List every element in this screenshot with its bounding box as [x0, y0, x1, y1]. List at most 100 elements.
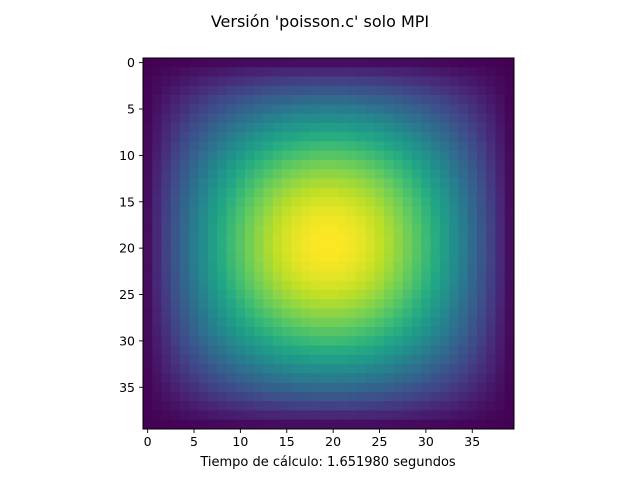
heatmap-cell [476, 197, 487, 207]
heatmap-cell [319, 95, 329, 105]
heatmap-cell [328, 160, 339, 170]
heatmap-cell [319, 141, 329, 152]
heatmap-cell [504, 58, 515, 68]
heatmap-cell [189, 345, 199, 356]
heatmap-cell [356, 354, 366, 365]
heatmap-cell [161, 364, 172, 374]
heatmap-cell [384, 410, 394, 421]
heatmap-cell [449, 280, 459, 291]
heatmap-cell [504, 187, 515, 198]
heatmap-cell [421, 160, 431, 170]
heatmap-cell [217, 373, 227, 383]
heatmap-cell [458, 132, 468, 142]
heatmap-cell [217, 391, 227, 402]
heatmap-cell [328, 58, 339, 68]
heatmap-cell [207, 206, 218, 217]
heatmap-cell [374, 262, 385, 272]
heatmap-cell [319, 234, 329, 244]
heatmap-cell [337, 419, 348, 430]
heatmap-cell [152, 95, 162, 105]
heatmap-cell [328, 271, 339, 281]
heatmap-cell [430, 122, 441, 133]
heatmap-cell [235, 419, 246, 430]
heatmap-cell [263, 373, 274, 383]
heatmap-cell [170, 326, 181, 337]
heatmap-cell [374, 197, 385, 207]
heatmap-cell [467, 354, 478, 365]
heatmap-cell [374, 280, 385, 291]
heatmap-cell [356, 289, 366, 300]
heatmap-cell [291, 326, 302, 337]
heatmap-cell [495, 243, 506, 254]
heatmap-cell [291, 262, 302, 272]
heatmap-cell [495, 215, 506, 226]
heatmap-cell [254, 85, 264, 96]
heatmap-cell [476, 234, 487, 244]
heatmap-cell [272, 326, 283, 337]
heatmap-cell [504, 104, 515, 114]
heatmap-cell [467, 104, 478, 114]
heatmap-cell [291, 95, 302, 105]
heatmap-cell [467, 122, 478, 133]
heatmap-cell [356, 215, 366, 226]
heatmap-cell [161, 132, 172, 142]
heatmap-cell [263, 289, 274, 300]
heatmap-cell [207, 364, 218, 374]
heatmap-cell [411, 169, 422, 179]
heatmap-cell [291, 169, 302, 179]
heatmap-cell [411, 271, 422, 281]
heatmap-cell [282, 252, 292, 263]
heatmap-cell [356, 113, 366, 124]
heatmap-cell [347, 58, 357, 68]
heatmap-cell [449, 336, 459, 346]
heatmap-cell [458, 234, 468, 244]
heatmap-cell [356, 299, 366, 309]
heatmap-cell [337, 262, 348, 272]
heatmap-cell [486, 289, 496, 300]
heatmap-cell [245, 243, 255, 254]
heatmap-cell [254, 122, 264, 133]
heatmap-cell [143, 243, 153, 254]
heatmap-cell [189, 197, 199, 207]
heatmap-cell [263, 364, 274, 374]
heatmap-cell [458, 308, 468, 319]
heatmap-cell [476, 317, 487, 328]
heatmap-cell [374, 85, 385, 96]
heatmap-cell [143, 169, 153, 179]
heatmap-cell [374, 289, 385, 300]
heatmap-cell [291, 150, 302, 161]
heatmap-cell [217, 410, 227, 421]
heatmap-cell [476, 85, 487, 96]
heatmap-cell [235, 308, 246, 319]
heatmap-cell [189, 308, 199, 319]
heatmap-cell [272, 419, 283, 430]
heatmap-cell [421, 354, 431, 365]
heatmap-cell [374, 252, 385, 263]
heatmap-cell [180, 58, 190, 68]
heatmap-cell [282, 67, 292, 77]
heatmap-cell [411, 308, 422, 319]
x-tick-label: 0 [144, 434, 152, 449]
heatmap-cell [374, 419, 385, 430]
heatmap-cell [207, 160, 218, 170]
heatmap-cell [430, 150, 441, 161]
heatmap-cell [476, 382, 487, 393]
heatmap-cell [402, 401, 413, 411]
heatmap-cell [365, 150, 376, 161]
heatmap-cell [189, 85, 199, 96]
heatmap-cell [384, 317, 394, 328]
heatmap-cell [393, 326, 404, 337]
heatmap-cell [226, 326, 237, 337]
heatmap-cell [170, 299, 181, 309]
heatmap-cell [319, 373, 329, 383]
heatmap-cell [254, 67, 264, 77]
heatmap-cell [263, 271, 274, 281]
heatmap-cell [356, 262, 366, 272]
heatmap-cell [282, 391, 292, 402]
heatmap-cell [486, 169, 496, 179]
heatmap-cell [449, 401, 459, 411]
heatmap-cell [319, 354, 329, 365]
heatmap-cell [476, 169, 487, 179]
heatmap-cell [189, 391, 199, 402]
heatmap-cell [309, 419, 320, 430]
